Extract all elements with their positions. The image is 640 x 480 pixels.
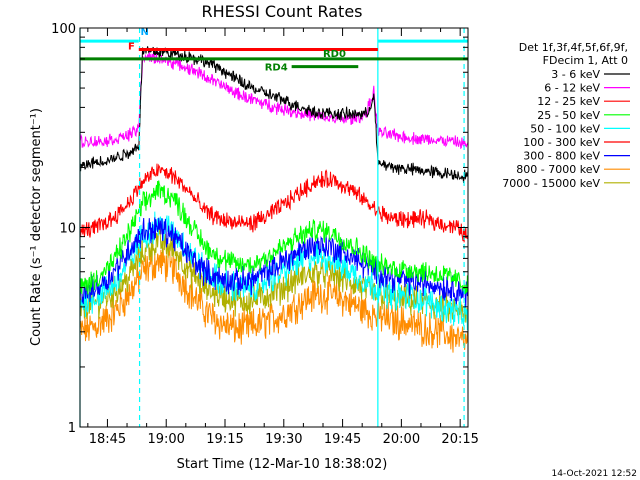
series-line-4 xyxy=(79,211,469,331)
series-line-3 xyxy=(79,180,469,295)
y-tick-label: 1 xyxy=(68,421,76,436)
series-line-7 xyxy=(79,247,469,353)
generation-date: 14-Oct-2021 12:52 xyxy=(552,469,637,479)
legend-label: 25 - 50 keV xyxy=(537,109,600,122)
rd4-label: RD4 xyxy=(265,63,288,74)
legend-label: 7000 - 15000 keV xyxy=(502,177,600,190)
legend-label: 12 - 25 keV xyxy=(537,95,600,108)
rd0-label: RD0 xyxy=(323,49,346,60)
x-tick-label: 19:00 xyxy=(147,432,184,447)
x-tick-label: 19:30 xyxy=(265,432,302,447)
legend-label: 50 - 100 keV xyxy=(530,122,600,135)
y-axis-label: Count Rate (s⁻¹ detector segment⁻¹) xyxy=(29,108,44,346)
series-line-8 xyxy=(79,226,469,324)
chart-title: RHESSI Count Rates xyxy=(202,2,363,21)
x-tick-label: 18:45 xyxy=(89,432,126,447)
x-tick-label: 20:00 xyxy=(383,432,420,447)
axes-layer: 18:45 19:00 19:15 19:30 19:45 20:00 20:15 1 10 10… xyxy=(51,22,479,447)
night-flag: N xyxy=(140,27,148,38)
legend-label: 300 - 800 keV xyxy=(523,150,600,163)
legend-label: 6 - 12 keV xyxy=(544,82,600,95)
y-tick-label: 10 xyxy=(59,222,76,237)
legend-label: 800 - 7000 keV xyxy=(516,163,600,176)
x-tick-label: 19:45 xyxy=(324,432,361,447)
legend: Det 1f,3f,4f,5f,6f,9f,FDecim 1, Att 03 -… xyxy=(502,41,630,190)
legend-header-line-2: FDecim 1, Att 0 xyxy=(543,54,628,67)
series-line-6 xyxy=(79,217,469,308)
x-tick-label: 20:15 xyxy=(441,432,478,447)
flare-flag: F xyxy=(128,41,135,52)
y-tick-label: 100 xyxy=(51,22,76,37)
series-line-2 xyxy=(79,163,469,243)
x-tick-label: 19:15 xyxy=(206,432,243,447)
x-axis-label: Start Time (12-Mar-10 18:38:02) xyxy=(177,457,388,472)
legend-label: 100 - 300 keV xyxy=(523,136,600,149)
legend-label: 3 - 6 keV xyxy=(551,68,600,81)
legend-header-line-1: Det 1f,3f,4f,5f,6f,9f, xyxy=(519,41,628,54)
